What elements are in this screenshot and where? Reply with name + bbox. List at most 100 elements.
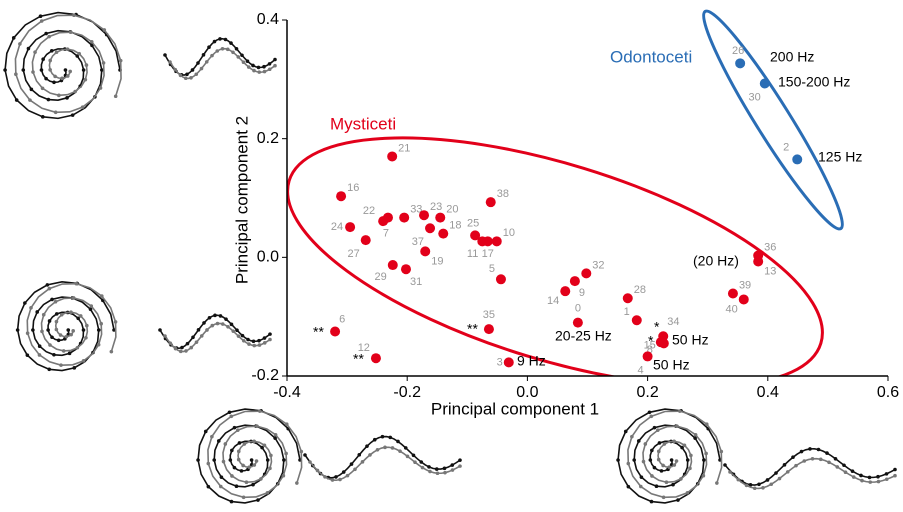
spiral-dot (235, 47, 239, 51)
spiral-dot (262, 65, 266, 69)
spiral-dot (90, 40, 94, 44)
spiral-dot (185, 72, 189, 76)
spiral-dot (42, 313, 46, 317)
odontoceti-ellipse (691, 2, 855, 237)
spiral-dot (736, 478, 740, 482)
spiral-dot (252, 339, 256, 343)
point-label: 17 (482, 248, 494, 260)
point-label: 7 (383, 227, 389, 239)
data-point (659, 338, 669, 348)
spiral-dot (819, 458, 823, 462)
data-point (420, 246, 430, 256)
spiral-dot (667, 465, 671, 469)
spiral-dot (263, 341, 267, 345)
spiral-dot (189, 76, 193, 80)
data-point (560, 286, 570, 296)
spiral-dot (421, 466, 425, 470)
spiral-dot (357, 453, 361, 457)
wiggle-line (305, 437, 460, 478)
spiral-dot (876, 475, 880, 479)
spiral-dot (44, 77, 48, 81)
spiral-dot (268, 67, 272, 71)
spiral-dot (419, 460, 423, 464)
spiral-dot (212, 458, 216, 462)
spiral-dot (204, 430, 208, 434)
spiral-dot (627, 462, 631, 466)
spiral-dot (196, 61, 200, 65)
spiral-dot (675, 424, 679, 428)
spiral-dot (196, 458, 200, 462)
spiral-dot (458, 458, 462, 462)
spiral-dot (753, 486, 757, 490)
point-label: 18 (449, 220, 461, 232)
point-label: 29 (375, 271, 387, 283)
spiral-dot (191, 335, 195, 339)
annotation: 50 Hz (672, 332, 709, 348)
spiral-dot (85, 324, 89, 328)
spiral-dot (247, 342, 251, 346)
spiral-dot (398, 449, 402, 453)
point-label: 27 (347, 248, 359, 260)
spiral-dot (639, 485, 643, 489)
spiral-dot (443, 471, 447, 475)
spiral-dot (207, 45, 211, 49)
spiral-dot (688, 467, 692, 471)
spiral-dot (657, 458, 661, 462)
spiral-dot (28, 98, 32, 102)
spiral-dot (31, 328, 35, 332)
spiral-dot (195, 340, 199, 344)
spiral-dot (231, 50, 235, 54)
spiral-dot (237, 458, 241, 462)
x-tick-label: 0.0 (516, 384, 538, 401)
spiral-dot (761, 486, 765, 490)
spiral-dot (376, 448, 380, 452)
spiral-dot (648, 410, 652, 414)
data-point (728, 289, 738, 299)
spiral-dot (40, 19, 44, 23)
wiggle-line (165, 39, 275, 75)
spiral-dot (163, 53, 167, 57)
data-point (483, 236, 493, 246)
spiral-dot (26, 353, 30, 357)
group-label: Odontoceti (610, 47, 692, 66)
spiral-dot (650, 474, 654, 478)
point-label: 14 (547, 295, 559, 307)
annotation: * (654, 319, 660, 335)
point-label: 28 (634, 284, 646, 296)
y-axis-title: Principal component 2 (232, 116, 251, 284)
annotation: * (648, 333, 654, 349)
point-label: 31 (410, 276, 422, 288)
spiral-dot (174, 347, 178, 351)
data-point (438, 229, 448, 239)
spiral-dot (242, 60, 246, 64)
spiral-dot (656, 428, 660, 432)
spiral-dot (191, 68, 195, 72)
data-point (643, 351, 653, 361)
spiral-dot (720, 450, 724, 454)
spiral-dot (649, 415, 653, 419)
data-point (383, 213, 393, 223)
spiral-dot (224, 38, 228, 42)
spiral-dot (794, 464, 798, 468)
spiral-dot (180, 346, 184, 350)
spiral-dot (75, 282, 79, 286)
spiral-dot (44, 32, 48, 36)
spiral-dot (246, 59, 250, 63)
spiral-dot (451, 468, 455, 472)
spiral-dot (18, 42, 22, 46)
spiral-dot (868, 480, 872, 484)
point-label: 25 (467, 217, 479, 229)
spiral-dot (200, 67, 204, 71)
spiral-dot (210, 435, 214, 439)
spiral-dot (263, 443, 267, 447)
spiral-dot (221, 47, 225, 51)
spiral-dot (27, 47, 31, 51)
spiral-dot (26, 331, 30, 335)
spiral-dot (14, 72, 18, 76)
spiral-dot (241, 334, 245, 338)
spiral-dot (23, 301, 27, 305)
spiral-dot (84, 78, 88, 82)
spiral-dot (15, 98, 19, 102)
spiral-dot (268, 332, 272, 336)
spiral-dot (893, 474, 897, 478)
